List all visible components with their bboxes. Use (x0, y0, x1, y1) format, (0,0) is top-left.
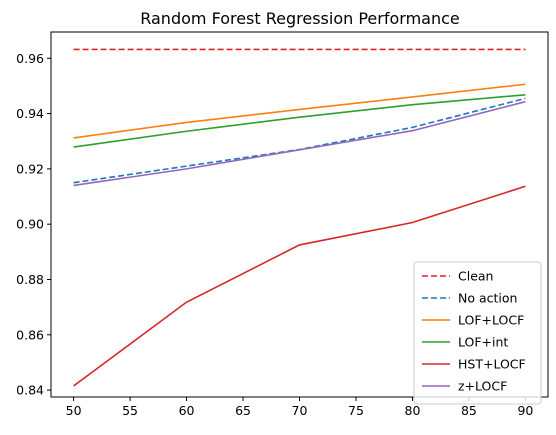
x-tick-label: 55 (122, 403, 138, 418)
series-line-lof-locf (74, 84, 526, 138)
x-tick-label: 80 (405, 403, 421, 418)
x-tick-label: 70 (292, 403, 308, 418)
x-tick-label: 75 (348, 403, 364, 418)
y-tick-label: 0.84 (16, 383, 44, 398)
y-tick-label: 0.94 (16, 106, 44, 121)
x-tick-label: 85 (461, 403, 477, 418)
x-tick-label: 50 (66, 403, 82, 418)
x-tick-label: 60 (179, 403, 195, 418)
legend-label: HST+LOCF (458, 357, 526, 372)
y-tick-label: 0.96 (16, 51, 44, 66)
series-line-lof-int (74, 95, 526, 147)
legend-label: Clean (458, 269, 493, 284)
x-tick-label: 65 (235, 403, 251, 418)
y-tick-label: 0.90 (16, 217, 44, 232)
legend: Clean No action LOF+LOCF LOF+int HST+LOCF z+L… (414, 262, 541, 404)
y-axis: 0.84 0.86 0.88 0.90 0.92 0.94 0.96 (16, 51, 51, 398)
series-line-no-action (74, 98, 526, 182)
legend-label: LOF+LOCF (458, 313, 524, 328)
y-tick-label: 0.86 (16, 327, 44, 342)
legend-label: No action (458, 291, 517, 306)
x-tick-label: 90 (517, 403, 533, 418)
legend-label: z+LOCF (458, 379, 507, 394)
y-tick-label: 0.88 (16, 272, 44, 287)
legend-label: LOF+int (458, 335, 508, 350)
y-tick-label: 0.92 (16, 161, 44, 176)
chart-title: Random Forest Regression Performance (140, 9, 460, 28)
